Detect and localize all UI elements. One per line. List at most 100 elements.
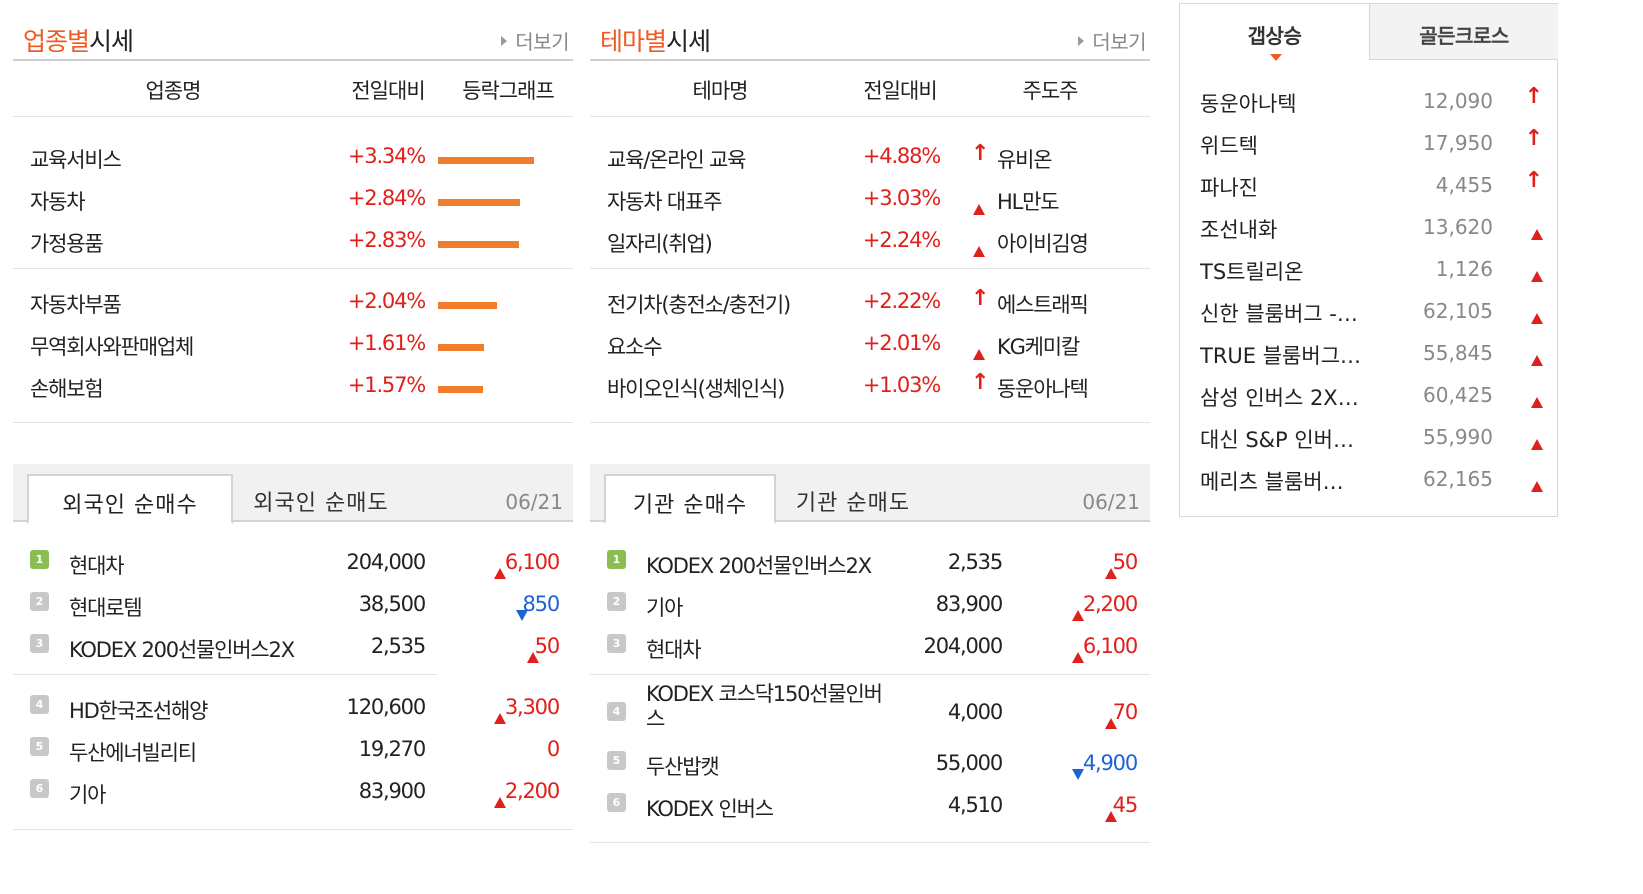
up-triangle-shape [973, 349, 985, 360]
foreign-row[interactable]: 3 KODEX 200선물인버스2X 2,535 50 [13, 626, 573, 668]
gap-stock-name[interactable]: TS트릴리온 [1200, 260, 1304, 284]
rank-badge: 6 [30, 779, 49, 798]
theme-leader[interactable]: 동운아나텍 [997, 377, 1089, 401]
up-triangle-shape [1531, 271, 1543, 282]
tab-institution-sell[interactable]: 기관 순매도 [795, 491, 911, 516]
col-header-leader: 주도주 [1022, 79, 1079, 103]
sector-name: 교육서비스 [30, 148, 122, 172]
theme-panel: 테마별시세 더보기 테마명 전일대비 주도주 교육/온라인 교육 +4.88% ↑ 유… [590, 0, 1150, 440]
gap-row[interactable]: TRUE 블룸버그… 55,845 [1180, 332, 1557, 374]
up-arrow-icon: ↑ [1524, 126, 1543, 151]
theme-row[interactable]: 바이오인식(생체인식) +1.03% ↑ 동운아나텍 [590, 365, 1150, 407]
theme-row[interactable]: 자동차 대표주 +3.03% HL만도 [590, 178, 1150, 220]
sector-row[interactable]: 자동차 +2.84% [13, 178, 573, 220]
gap-row[interactable]: 삼성 인버스 2X… 60,425 [1180, 374, 1557, 416]
institution-row[interactable]: 4 KODEX 코스닥150선물인버 스 4,000 70 [590, 682, 1150, 738]
foreign-tabbar: 외국인 순매수 외국인 순매도 06/21 [13, 464, 573, 524]
theme-row[interactable]: 전기차(충전소/충전기) +2.22% ↑ 에스트래픽 [590, 281, 1150, 323]
rank-badge: 3 [607, 634, 626, 653]
triangle-shape [1105, 811, 1117, 822]
theme-leader[interactable]: HL만도 [997, 190, 1060, 214]
gap-row[interactable]: 메리츠 블룸버… 62,165 [1180, 458, 1557, 500]
up-triangle-shape [1531, 229, 1543, 240]
sector-name: 무역회사와판매업체 [30, 335, 194, 359]
sector-more-link[interactable]: 더보기 [501, 26, 569, 55]
up-triangle-shape [973, 204, 985, 215]
foreign-panel: 외국인 순매수 외국인 순매도 06/21 1 현대차 204,000 6,100 2 현… [13, 0, 573, 894]
theme-leader[interactable]: 유비온 [997, 148, 1053, 172]
sector-row[interactable]: 무역회사와판매업체 +1.61% [13, 323, 573, 365]
theme-row[interactable]: 요소수 +2.01% KG케미칼 [590, 323, 1150, 365]
foreign-row[interactable]: 1 현대차 204,000 6,100 [13, 542, 573, 584]
institution-row[interactable]: 1 KODEX 200선물인버스2X 2,535 50 [590, 542, 1150, 584]
gap-stock-name[interactable]: 조선내화 [1200, 218, 1278, 242]
gap-row[interactable]: 위드텍 17,950 ↑ [1180, 122, 1557, 164]
sector-row[interactable]: 교육서비스 +3.34% [13, 136, 573, 178]
gap-panel: 갭상승 골든크로스 동운아나텍 12,090 ↑ 위드텍 17,950 ↑ 파나진 4,455… [1179, 3, 1558, 517]
theme-row[interactable]: 교육/온라인 교육 +4.88% ↑ 유비온 [590, 136, 1150, 178]
up-arrow-icon: ↑ [971, 141, 989, 166]
institution-row[interactable]: 6 KODEX 인버스 4,510 45 [590, 785, 1150, 827]
sector-panel: 업종별시세 더보기 업종명 전일대비 등락그래프 교육서비스 +3.34% 자동차 +… [13, 0, 573, 440]
sector-title: 업종별시세 [23, 22, 134, 58]
gap-stock-name[interactable]: 대신 S&P 인버… [1200, 428, 1354, 452]
tab-gap-up[interactable]: 갭상승 [1180, 4, 1369, 61]
gap-stock-name[interactable]: 신한 블룸버그 -… [1200, 302, 1358, 326]
gap-stock-price: 55,845 [1423, 341, 1493, 365]
gap-row[interactable]: 조선내화 13,620 [1180, 206, 1557, 248]
sector-bar [438, 344, 484, 351]
divider [590, 268, 1150, 269]
foreign-row[interactable]: 2 현대로템 38,500 850 [13, 584, 573, 626]
rank-badge: 5 [607, 751, 626, 770]
sector-name: 가정용품 [30, 232, 104, 256]
institution-diff: 2,200 [1082, 592, 1138, 616]
gap-row[interactable]: TS트릴리온 1,126 [1180, 248, 1557, 290]
tab-golden-cross[interactable]: 골든크로스 [1369, 4, 1558, 60]
gap-stock-name[interactable]: 동운아나텍 [1200, 92, 1297, 116]
gap-stock-name[interactable]: TRUE 블룸버그… [1200, 344, 1362, 368]
gap-row[interactable]: 대신 S&P 인버… 55,990 [1180, 416, 1557, 458]
tab-institution-buy[interactable]: 기관 순매수 [604, 474, 776, 524]
gap-row[interactable]: 신한 블룸버그 -… 62,105 [1180, 290, 1557, 332]
gap-row[interactable]: 동운아나텍 12,090 ↑ [1180, 80, 1557, 122]
foreign-date: 06/21 [505, 490, 563, 514]
gap-stock-name[interactable]: 삼성 인버스 2X… [1200, 386, 1359, 410]
tab-foreign-sell[interactable]: 외국인 순매도 [253, 491, 389, 516]
theme-more-link[interactable]: 더보기 [1078, 26, 1146, 55]
name-line: 스 [646, 707, 665, 731]
theme-leader[interactable]: 에스트래픽 [997, 293, 1089, 317]
theme-name: 전기차(충전소/충전기) [607, 293, 791, 317]
sector-change: +1.61% [347, 331, 426, 355]
institution-row[interactable]: 5 두산밥캣 55,000 4,900 [590, 743, 1150, 785]
foreign-row[interactable]: 5 두산에너빌리티 19,270 0 [13, 729, 573, 771]
institution-price: 204,000 [923, 634, 1004, 658]
theme-more-label: 더보기 [1092, 30, 1146, 54]
sector-bar [438, 241, 519, 248]
triangle-shape [1105, 568, 1117, 579]
theme-name: 자동차 대표주 [607, 190, 722, 214]
theme-row[interactable]: 일자리(취업) +2.24% 아이비김영 [590, 220, 1150, 262]
col-header-graph: 등락그래프 [462, 79, 555, 103]
tab-foreign-buy[interactable]: 외국인 순매수 [27, 474, 233, 524]
gap-stock-name[interactable]: 파나진 [1200, 176, 1258, 200]
gap-stock-name[interactable]: 위드텍 [1200, 134, 1258, 158]
institution-price: 83,900 [935, 592, 1003, 616]
theme-leader[interactable]: 아이비김영 [997, 232, 1089, 256]
institution-row[interactable]: 3 현대차 204,000 6,100 [590, 626, 1150, 668]
sector-row[interactable]: 자동차부품 +2.04% [13, 281, 573, 323]
gap-stock-name[interactable]: 메리츠 블룸버… [1200, 470, 1344, 494]
sector-row[interactable]: 손해보험 +1.57% [13, 365, 573, 407]
institution-row[interactable]: 2 기아 83,900 2,200 [590, 584, 1150, 626]
name-line: KODEX 코스닥150선물인버 [646, 682, 883, 706]
triangle-shape [1072, 610, 1084, 621]
sector-change: +3.34% [347, 144, 426, 168]
gap-row[interactable]: 파나진 4,455 ↑ [1180, 164, 1557, 206]
triangle-shape [516, 610, 528, 621]
sector-bar [438, 302, 497, 309]
theme-leader[interactable]: KG케미칼 [997, 335, 1080, 359]
institution-price: 55,000 [935, 751, 1003, 775]
foreign-row[interactable]: 6 기아 83,900 2,200 [13, 771, 573, 813]
sector-row[interactable]: 가정용품 +2.83% [13, 220, 573, 262]
foreign-name: 기아 [69, 783, 106, 807]
foreign-row[interactable]: 4 HD한국조선해양 120,600 3,300 [13, 687, 573, 729]
